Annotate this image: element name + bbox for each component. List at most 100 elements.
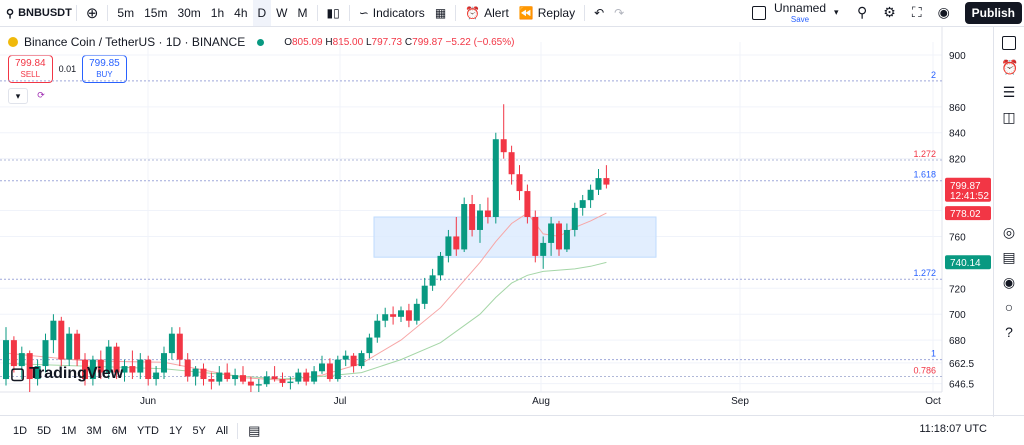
range-1m[interactable]: 1M xyxy=(61,424,77,437)
indicators-button[interactable]: ∽ Indicators xyxy=(354,0,430,26)
supply-demand-zone[interactable] xyxy=(373,216,657,258)
range-ytd[interactable]: YTD xyxy=(136,424,159,437)
candle-60[interactable] xyxy=(477,204,483,243)
candle-29[interactable] xyxy=(232,368,239,386)
candle-34[interactable] xyxy=(271,366,278,382)
interval-15m[interactable]: 15m xyxy=(144,6,168,20)
candle-22[interactable] xyxy=(176,327,183,367)
candle-4[interactable] xyxy=(34,359,41,386)
streams-icon[interactable]: ○ xyxy=(1004,299,1014,315)
candle-21[interactable] xyxy=(168,327,175,360)
calendar-range-icon[interactable]: ▤ xyxy=(248,422,261,438)
collapse-legend-button[interactable]: ▾ xyxy=(8,88,28,104)
candle-53[interactable] xyxy=(421,277,428,310)
candle-36[interactable] xyxy=(287,376,294,390)
fullscreen-icon[interactable]: ⛶ xyxy=(911,4,922,20)
candle-47[interactable] xyxy=(374,314,381,343)
candle-5[interactable] xyxy=(42,333,49,373)
candle-33[interactable] xyxy=(263,371,270,387)
candle-57[interactable] xyxy=(453,217,460,256)
chart-type-button[interactable]: ▮▯ xyxy=(322,0,345,26)
time-axis[interactable]: Jun Jul Aug Sep Oct xyxy=(140,396,941,407)
quick-search-icon[interactable]: ⚲ xyxy=(857,4,868,20)
candle-71[interactable] xyxy=(563,223,570,252)
candle-75[interactable] xyxy=(595,169,602,195)
undo-button[interactable]: ↶ xyxy=(589,0,609,26)
interval-4h[interactable]: 4h xyxy=(234,6,248,20)
candle-38[interactable] xyxy=(303,368,310,386)
layout-name-button[interactable]: Unnamed Save ▾ xyxy=(752,1,839,24)
legend-title[interactable]: Binance Coin / TetherUS · 1D · BINANCE xyxy=(24,35,246,49)
tradingview-logo[interactable]: ▢ TradingView xyxy=(10,364,123,384)
candle-37[interactable] xyxy=(295,368,302,385)
sell-button[interactable]: 799.84 SELL xyxy=(8,55,53,83)
candle-12[interactable] xyxy=(97,350,104,380)
candle-73[interactable] xyxy=(579,194,586,216)
candle-24[interactable] xyxy=(192,366,199,386)
candle-31[interactable] xyxy=(247,376,254,392)
range-5d[interactable]: 5D xyxy=(37,424,52,437)
candle-0[interactable] xyxy=(3,327,9,386)
candle-9[interactable] xyxy=(74,329,81,367)
range-all[interactable]: All xyxy=(215,424,229,437)
candle-55[interactable] xyxy=(437,252,444,281)
candle-1[interactable] xyxy=(10,336,17,373)
candle-64[interactable] xyxy=(508,145,515,185)
candle-44[interactable] xyxy=(350,353,357,373)
target-icon[interactable]: ◎ xyxy=(1002,224,1016,240)
utc-clock[interactable]: 11:18:07 UTC xyxy=(919,423,987,435)
candle-54[interactable] xyxy=(429,268,436,291)
candle-35[interactable] xyxy=(279,372,286,387)
candle-76[interactable] xyxy=(603,165,610,189)
candle-26[interactable] xyxy=(208,372,215,390)
price-axis[interactable]: 900860840820780760720700680662.5646.5799… xyxy=(945,51,991,391)
redo-button[interactable]: ↷ xyxy=(609,0,629,26)
candle-19[interactable] xyxy=(153,366,160,386)
candle-14[interactable] xyxy=(113,342,120,380)
candle-25[interactable] xyxy=(200,363,207,386)
candle-7[interactable] xyxy=(58,316,65,367)
candle-61[interactable] xyxy=(484,197,491,224)
candle-69[interactable] xyxy=(548,217,555,256)
templates-button[interactable]: ▦ xyxy=(430,0,451,26)
symbol-search[interactable]: ⚲ BNBUSDT xyxy=(6,7,72,20)
candle-32[interactable] xyxy=(255,379,262,392)
candle-20[interactable] xyxy=(161,346,167,380)
candle-59[interactable] xyxy=(469,194,476,237)
candle-10[interactable] xyxy=(82,353,88,386)
candle-62[interactable] xyxy=(492,132,499,224)
candle-63[interactable] xyxy=(500,104,507,159)
interval-1h[interactable]: 1h xyxy=(210,6,225,20)
candle-70[interactable] xyxy=(556,220,562,256)
candle-56[interactable] xyxy=(445,229,452,263)
candle-67[interactable] xyxy=(532,210,539,263)
compare-button[interactable]: ⊕ xyxy=(81,0,104,26)
candle-58[interactable] xyxy=(461,197,468,252)
candle-3[interactable] xyxy=(26,350,33,392)
camera-icon[interactable]: ◉ xyxy=(937,4,950,20)
candle-45[interactable] xyxy=(358,350,365,369)
alert-button[interactable]: ⏰ Alert xyxy=(460,0,514,26)
candle-65[interactable] xyxy=(516,165,523,201)
candle-13[interactable] xyxy=(105,340,112,380)
price-label-2[interactable]: 740.14 xyxy=(945,255,991,270)
candle-27[interactable] xyxy=(216,366,223,386)
range-3m[interactable]: 3M xyxy=(86,424,102,437)
candle-11[interactable] xyxy=(89,355,96,386)
candle-43[interactable] xyxy=(342,350,349,367)
candle-18[interactable] xyxy=(145,355,152,386)
indicator-cycle-button[interactable]: ⟳ xyxy=(32,88,50,102)
candle-23[interactable] xyxy=(184,353,191,382)
price-label-1[interactable]: 778.02 xyxy=(945,206,991,221)
candle-2[interactable] xyxy=(18,346,25,380)
interval-m[interactable]: M xyxy=(297,6,308,20)
chat-icon[interactable]: ◫ xyxy=(1002,109,1016,125)
interval-30m[interactable]: 30m xyxy=(177,6,201,20)
candle-41[interactable] xyxy=(326,358,333,382)
buy-button[interactable]: 799.85 BUY xyxy=(82,55,127,83)
candle-68[interactable] xyxy=(540,236,547,269)
candle-39[interactable] xyxy=(311,366,318,385)
candle-8[interactable] xyxy=(66,327,73,367)
